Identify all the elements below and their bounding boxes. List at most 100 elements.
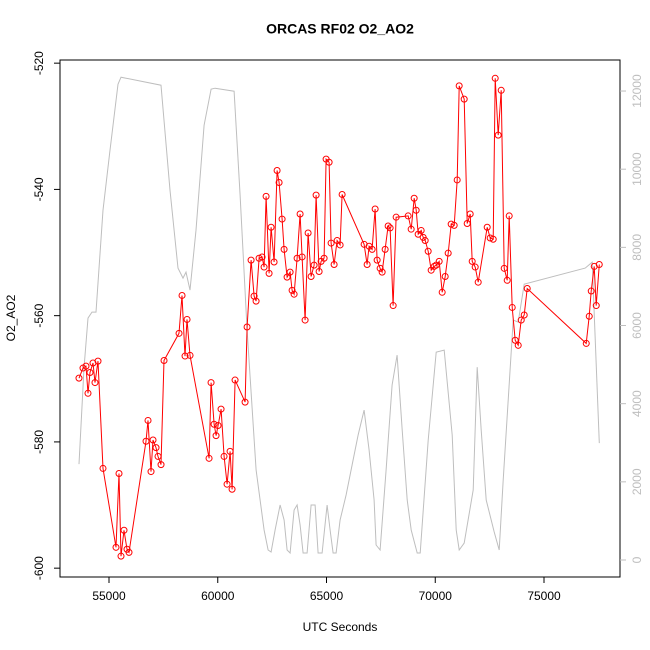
data-point [99, 464, 107, 472]
data-point [404, 212, 412, 220]
data-point [483, 223, 491, 231]
data-point [463, 219, 471, 227]
data-point [296, 210, 304, 218]
data-point [336, 241, 344, 249]
x-tick-label: 60000 [201, 589, 235, 603]
data-point [378, 268, 386, 276]
data-point [330, 261, 338, 269]
data-point [226, 447, 234, 455]
data-point [500, 264, 508, 272]
data-point [450, 221, 458, 229]
x-tick-label: 70000 [419, 589, 453, 603]
data-point [286, 268, 294, 276]
data-point [368, 245, 376, 253]
data-point [592, 302, 600, 310]
y-tick-label: -560 [32, 303, 46, 327]
y-tick-label: -540 [32, 177, 46, 201]
y-tick-label: -600 [32, 556, 46, 580]
data-point [460, 95, 468, 103]
data-point [280, 245, 288, 253]
data-point [435, 257, 443, 265]
data-point [417, 226, 425, 234]
data-point [290, 290, 298, 298]
data-point [243, 323, 251, 331]
data-point [503, 276, 511, 284]
data-point [293, 254, 301, 262]
data-point [84, 389, 92, 397]
data-point [260, 263, 268, 271]
data-point [178, 291, 186, 299]
data-point [283, 273, 291, 281]
data-point [325, 158, 333, 166]
data-point [491, 74, 499, 82]
data-point [471, 263, 479, 271]
y2-tick-label: 12000 [630, 74, 644, 108]
data-point [273, 166, 281, 174]
data-point [582, 339, 590, 347]
data-point [384, 222, 392, 230]
data-point [212, 432, 220, 440]
data-point [112, 543, 120, 551]
data-point [320, 254, 328, 262]
plot-frame [59, 59, 621, 578]
data-point [514, 341, 522, 349]
data-point [220, 452, 228, 460]
y2-tick-label: 0 [630, 556, 644, 563]
chart-title: ORCAS RF02 O2_AO2 [266, 21, 414, 37]
data-point [241, 398, 249, 406]
y2-tick-label: 6000 [630, 312, 644, 339]
data-point [258, 253, 266, 261]
data-point [441, 273, 449, 281]
data-point [494, 131, 502, 139]
data-point [407, 225, 415, 233]
y2-tick-label: 10000 [630, 152, 644, 186]
data-point [217, 405, 225, 413]
data-point [181, 352, 189, 360]
data-point [231, 376, 239, 384]
data-point [270, 258, 278, 266]
y-tick-label: -580 [32, 430, 46, 454]
data-point [186, 351, 194, 359]
data-point [262, 192, 270, 200]
y2-tick-label: 4000 [630, 390, 644, 417]
data-point [278, 215, 286, 223]
data-point [175, 329, 183, 337]
data-point [144, 416, 152, 424]
data-point [149, 436, 157, 444]
data-point [228, 485, 236, 493]
data-point [381, 245, 389, 253]
data-point [520, 311, 528, 319]
data-point [223, 480, 231, 488]
data-point [94, 357, 102, 365]
data-point [508, 303, 516, 311]
data-point [152, 444, 160, 452]
data-point [505, 212, 513, 220]
data-point [275, 178, 283, 186]
data-point [585, 312, 593, 320]
data-point [288, 286, 296, 294]
data-point [82, 362, 90, 370]
data-point [205, 454, 213, 462]
data-point [511, 336, 519, 344]
data-point [371, 205, 379, 213]
data-point [267, 223, 275, 231]
data-point [444, 249, 452, 257]
data-point [154, 452, 162, 460]
x-tick-label: 55000 [92, 589, 126, 603]
data-point [595, 261, 603, 269]
data-point [468, 257, 476, 265]
data-point [157, 461, 165, 469]
series-line [78, 78, 600, 557]
data-point [373, 256, 381, 264]
y-tick-label: -520 [32, 51, 46, 75]
data-point [120, 526, 128, 534]
data-point [298, 253, 306, 261]
x-tick-label: 65000 [310, 589, 344, 603]
data-point [523, 285, 531, 293]
data-point [115, 469, 123, 477]
y-axis-label: O2_AO2 [4, 294, 18, 341]
data-point [214, 421, 222, 429]
data-point [392, 213, 400, 221]
data-point [421, 237, 429, 245]
data-point [389, 302, 397, 310]
